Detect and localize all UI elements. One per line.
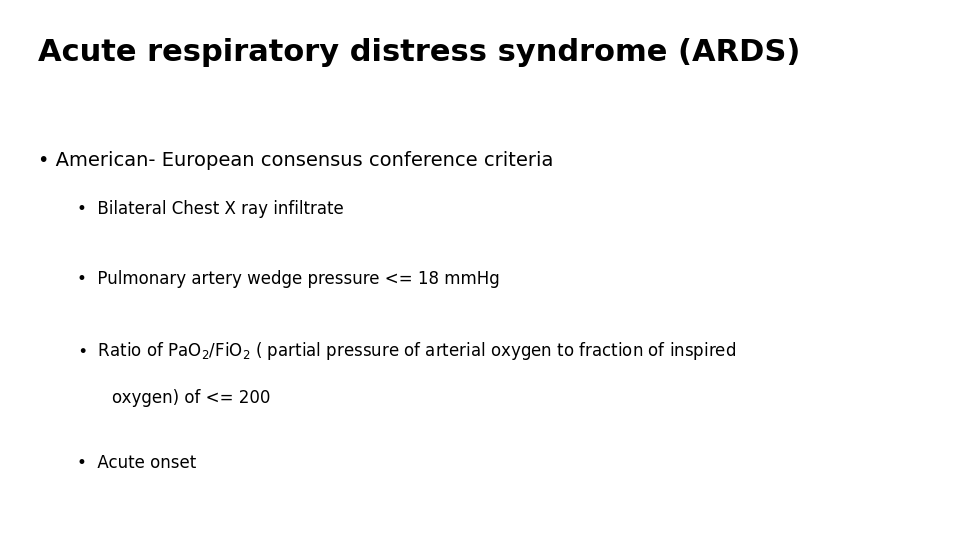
- Text: • American- European consensus conference criteria: • American- European consensus conferenc…: [38, 151, 554, 170]
- Text: oxygen) of <= 200: oxygen) of <= 200: [91, 389, 271, 407]
- Text: $\bullet$  Ratio of PaO$_2$/FiO$_2$ ( partial pressure of arterial oxygen to fra: $\bullet$ Ratio of PaO$_2$/FiO$_2$ ( par…: [77, 340, 736, 362]
- Text: •  Bilateral Chest X ray infiltrate: • Bilateral Chest X ray infiltrate: [77, 200, 344, 218]
- Text: •  Acute onset: • Acute onset: [77, 454, 196, 471]
- Text: •  Pulmonary artery wedge pressure <= 18 mmHg: • Pulmonary artery wedge pressure <= 18 …: [77, 270, 499, 288]
- Text: Acute respiratory distress syndrome (ARDS): Acute respiratory distress syndrome (ARD…: [38, 38, 801, 67]
